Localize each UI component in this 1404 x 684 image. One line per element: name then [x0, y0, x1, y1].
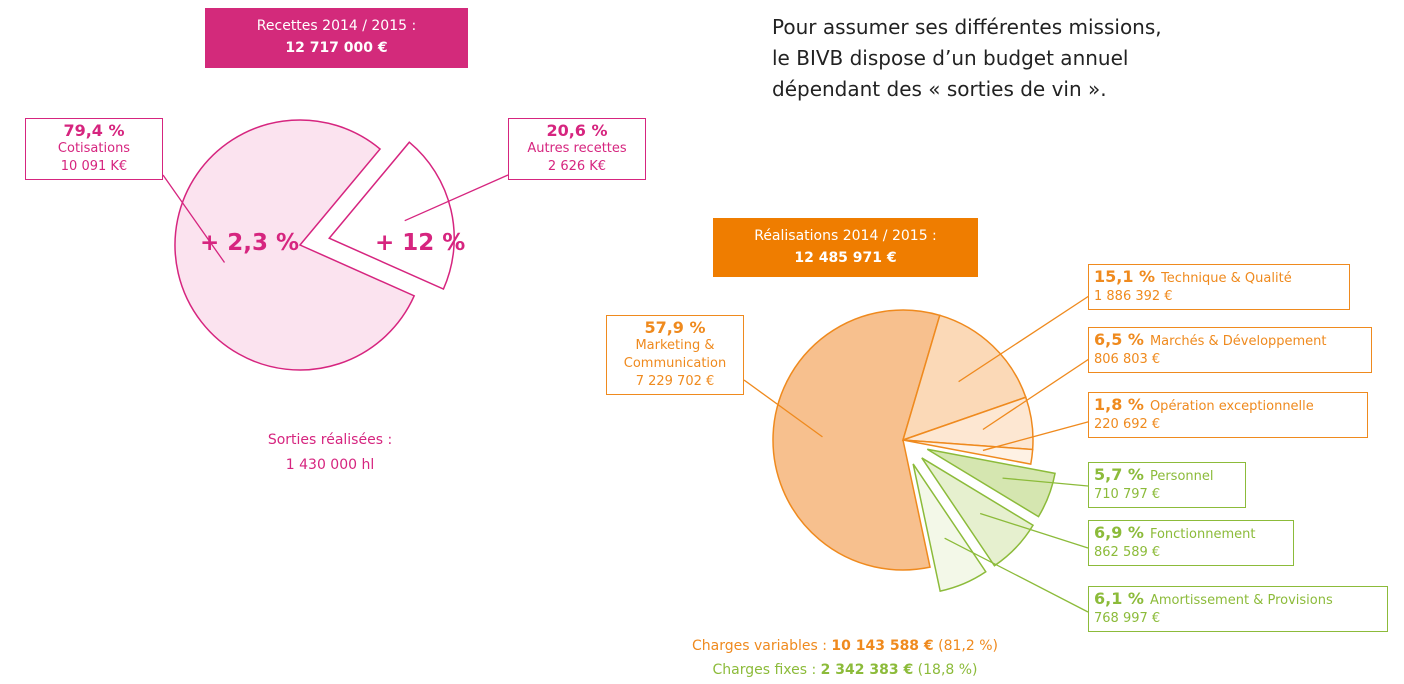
- intro: Pour assumer ses différentes missions, le…: [772, 12, 1162, 105]
- slice-amount: 7 229 702 €: [635, 374, 715, 389]
- label-line: 5,7 % Personnel: [1094, 466, 1240, 486]
- intro-line: le BIVB dispose d’un budget annuel: [772, 46, 1129, 70]
- pie-slice: [912, 463, 987, 592]
- label-box: 15,1 % Technique & Qualité 1 886 392 €: [1088, 264, 1350, 310]
- slice-percent: 6,9 %: [1094, 523, 1144, 542]
- slice-name: Opération exceptionnelle: [1149, 399, 1314, 414]
- slice-name: Personnel: [1149, 469, 1214, 484]
- chart-title: Recettes 2014 / 2015 :: [256, 18, 417, 34]
- pie-slice: [902, 439, 1034, 465]
- leader-line: [162, 174, 226, 263]
- intro-line: dépendant des « sorties de vin ».: [772, 77, 1107, 101]
- leader-line: [982, 419, 1096, 452]
- label-line: 6,9 % Fonctionnement: [1094, 524, 1288, 544]
- footer-label: Charges variables :: [692, 638, 832, 654]
- footer-line: Charges variables : 10 143 588 € (81,2 %…: [645, 634, 1045, 658]
- footer-label: Charges fixes :: [712, 662, 821, 678]
- footer-share: (81,2 %): [933, 638, 998, 654]
- slice-name: Amortissement & Provisions: [1149, 593, 1333, 608]
- label-line: 6,5 % Marchés & Développement: [1094, 331, 1366, 351]
- slice-amount: 862 589 €: [1094, 545, 1161, 560]
- slice-percent: 6,5 %: [1094, 330, 1144, 349]
- intro-line: Pour assumer ses différentes missions,: [772, 15, 1162, 39]
- slice-amount: 220 692 €: [1094, 417, 1161, 432]
- label-box: 6,9 % Fonctionnement 862 589 €: [1088, 520, 1294, 566]
- slice-percent: 20,6 %: [546, 121, 608, 140]
- slice-name: Marchés & Développement: [1149, 334, 1327, 349]
- leader-line: [982, 354, 1096, 431]
- slice-name: Technique & Qualité: [1161, 271, 1292, 286]
- title-box: Réalisations 2014 / 2015 : 12 485 971 €: [713, 218, 978, 277]
- chart-title: Réalisations 2014 / 2015 :: [754, 228, 937, 244]
- label-line: 6,1 % Amortissement & Provisions: [1094, 590, 1382, 610]
- slice-amount: 2 626 K€: [547, 159, 607, 174]
- slice-amount: 1 886 392 €: [1094, 289, 1173, 304]
- slice-amount: 806 803 €: [1094, 352, 1161, 367]
- title-box: Recettes 2014 / 2015 : 12 717 000 €: [205, 8, 468, 68]
- label-box: 5,7 % Personnel 710 797 €: [1088, 462, 1246, 508]
- footer-share: (18,8 %): [913, 662, 978, 678]
- note-line: Sorties réalisées :: [267, 432, 393, 448]
- label-line: 15,1 % Technique & Qualité: [1094, 268, 1344, 288]
- leader-line: [404, 174, 509, 222]
- slice-amount: 710 797 €: [1094, 487, 1161, 502]
- footer-amount: 2 342 383 €: [820, 662, 914, 678]
- slice-percent: 79,4 %: [63, 121, 125, 140]
- label-box: 20,6 % Autres recettes 2 626 K€: [508, 118, 646, 180]
- slice-name: Fonctionnement: [1149, 527, 1256, 542]
- footer-line: Charges fixes : 2 342 383 € (18,8 %): [645, 658, 1045, 682]
- label-box: 57,9 % Marketing & Communication 7 229 702…: [606, 315, 744, 395]
- footer-amount: 10 143 588 €: [831, 638, 934, 654]
- slice-amount: 768 997 €: [1094, 611, 1161, 626]
- growth-label: + 12 %: [375, 230, 466, 256]
- note: Sorties réalisées : 1 430 000 hl: [230, 428, 430, 478]
- growth-label: + 2,3 %: [200, 230, 300, 256]
- slice-name: Cotisations: [57, 141, 131, 156]
- label-box: 6,1 % Amortissement & Provisions 768 997 €: [1088, 586, 1388, 632]
- leader-line: [743, 379, 823, 438]
- label-box: 6,5 % Marchés & Développement 806 803 €: [1088, 327, 1372, 373]
- pie-slice: [328, 141, 455, 291]
- slice-percent: 1,8 %: [1094, 395, 1144, 414]
- leader-line: [979, 512, 1089, 549]
- pie-slice: [921, 457, 1035, 567]
- slice-name: Marketing & Communication: [623, 338, 727, 371]
- pie-slice: [772, 309, 941, 571]
- note-line: 1 430 000 hl: [285, 457, 375, 473]
- label-box: 1,8 % Opération exceptionnelle 220 692 €: [1088, 392, 1368, 438]
- label-box: 79,4 % Cotisations 10 091 K€: [25, 118, 163, 180]
- footer: Charges variables : 10 143 588 € (81,2 %…: [645, 634, 1045, 682]
- slice-percent: 15,1 %: [1094, 267, 1156, 286]
- chart-total: 12 717 000 €: [285, 40, 388, 56]
- leader-line: [944, 537, 1089, 613]
- slice-amount: 10 091 K€: [60, 159, 128, 174]
- slice-percent: 57,9 %: [644, 318, 706, 337]
- pie-slice: [926, 448, 1056, 518]
- pie-slice: [174, 119, 416, 371]
- slice-percent: 5,7 %: [1094, 465, 1144, 484]
- leader-line: [1002, 477, 1089, 487]
- slice-name: Autres recettes: [527, 141, 627, 156]
- leader-line: [958, 291, 1096, 383]
- chart-total: 12 485 971 €: [794, 250, 897, 266]
- label-line: 1,8 % Opération exceptionnelle: [1094, 396, 1362, 416]
- slice-percent: 6,1 %: [1094, 589, 1144, 608]
